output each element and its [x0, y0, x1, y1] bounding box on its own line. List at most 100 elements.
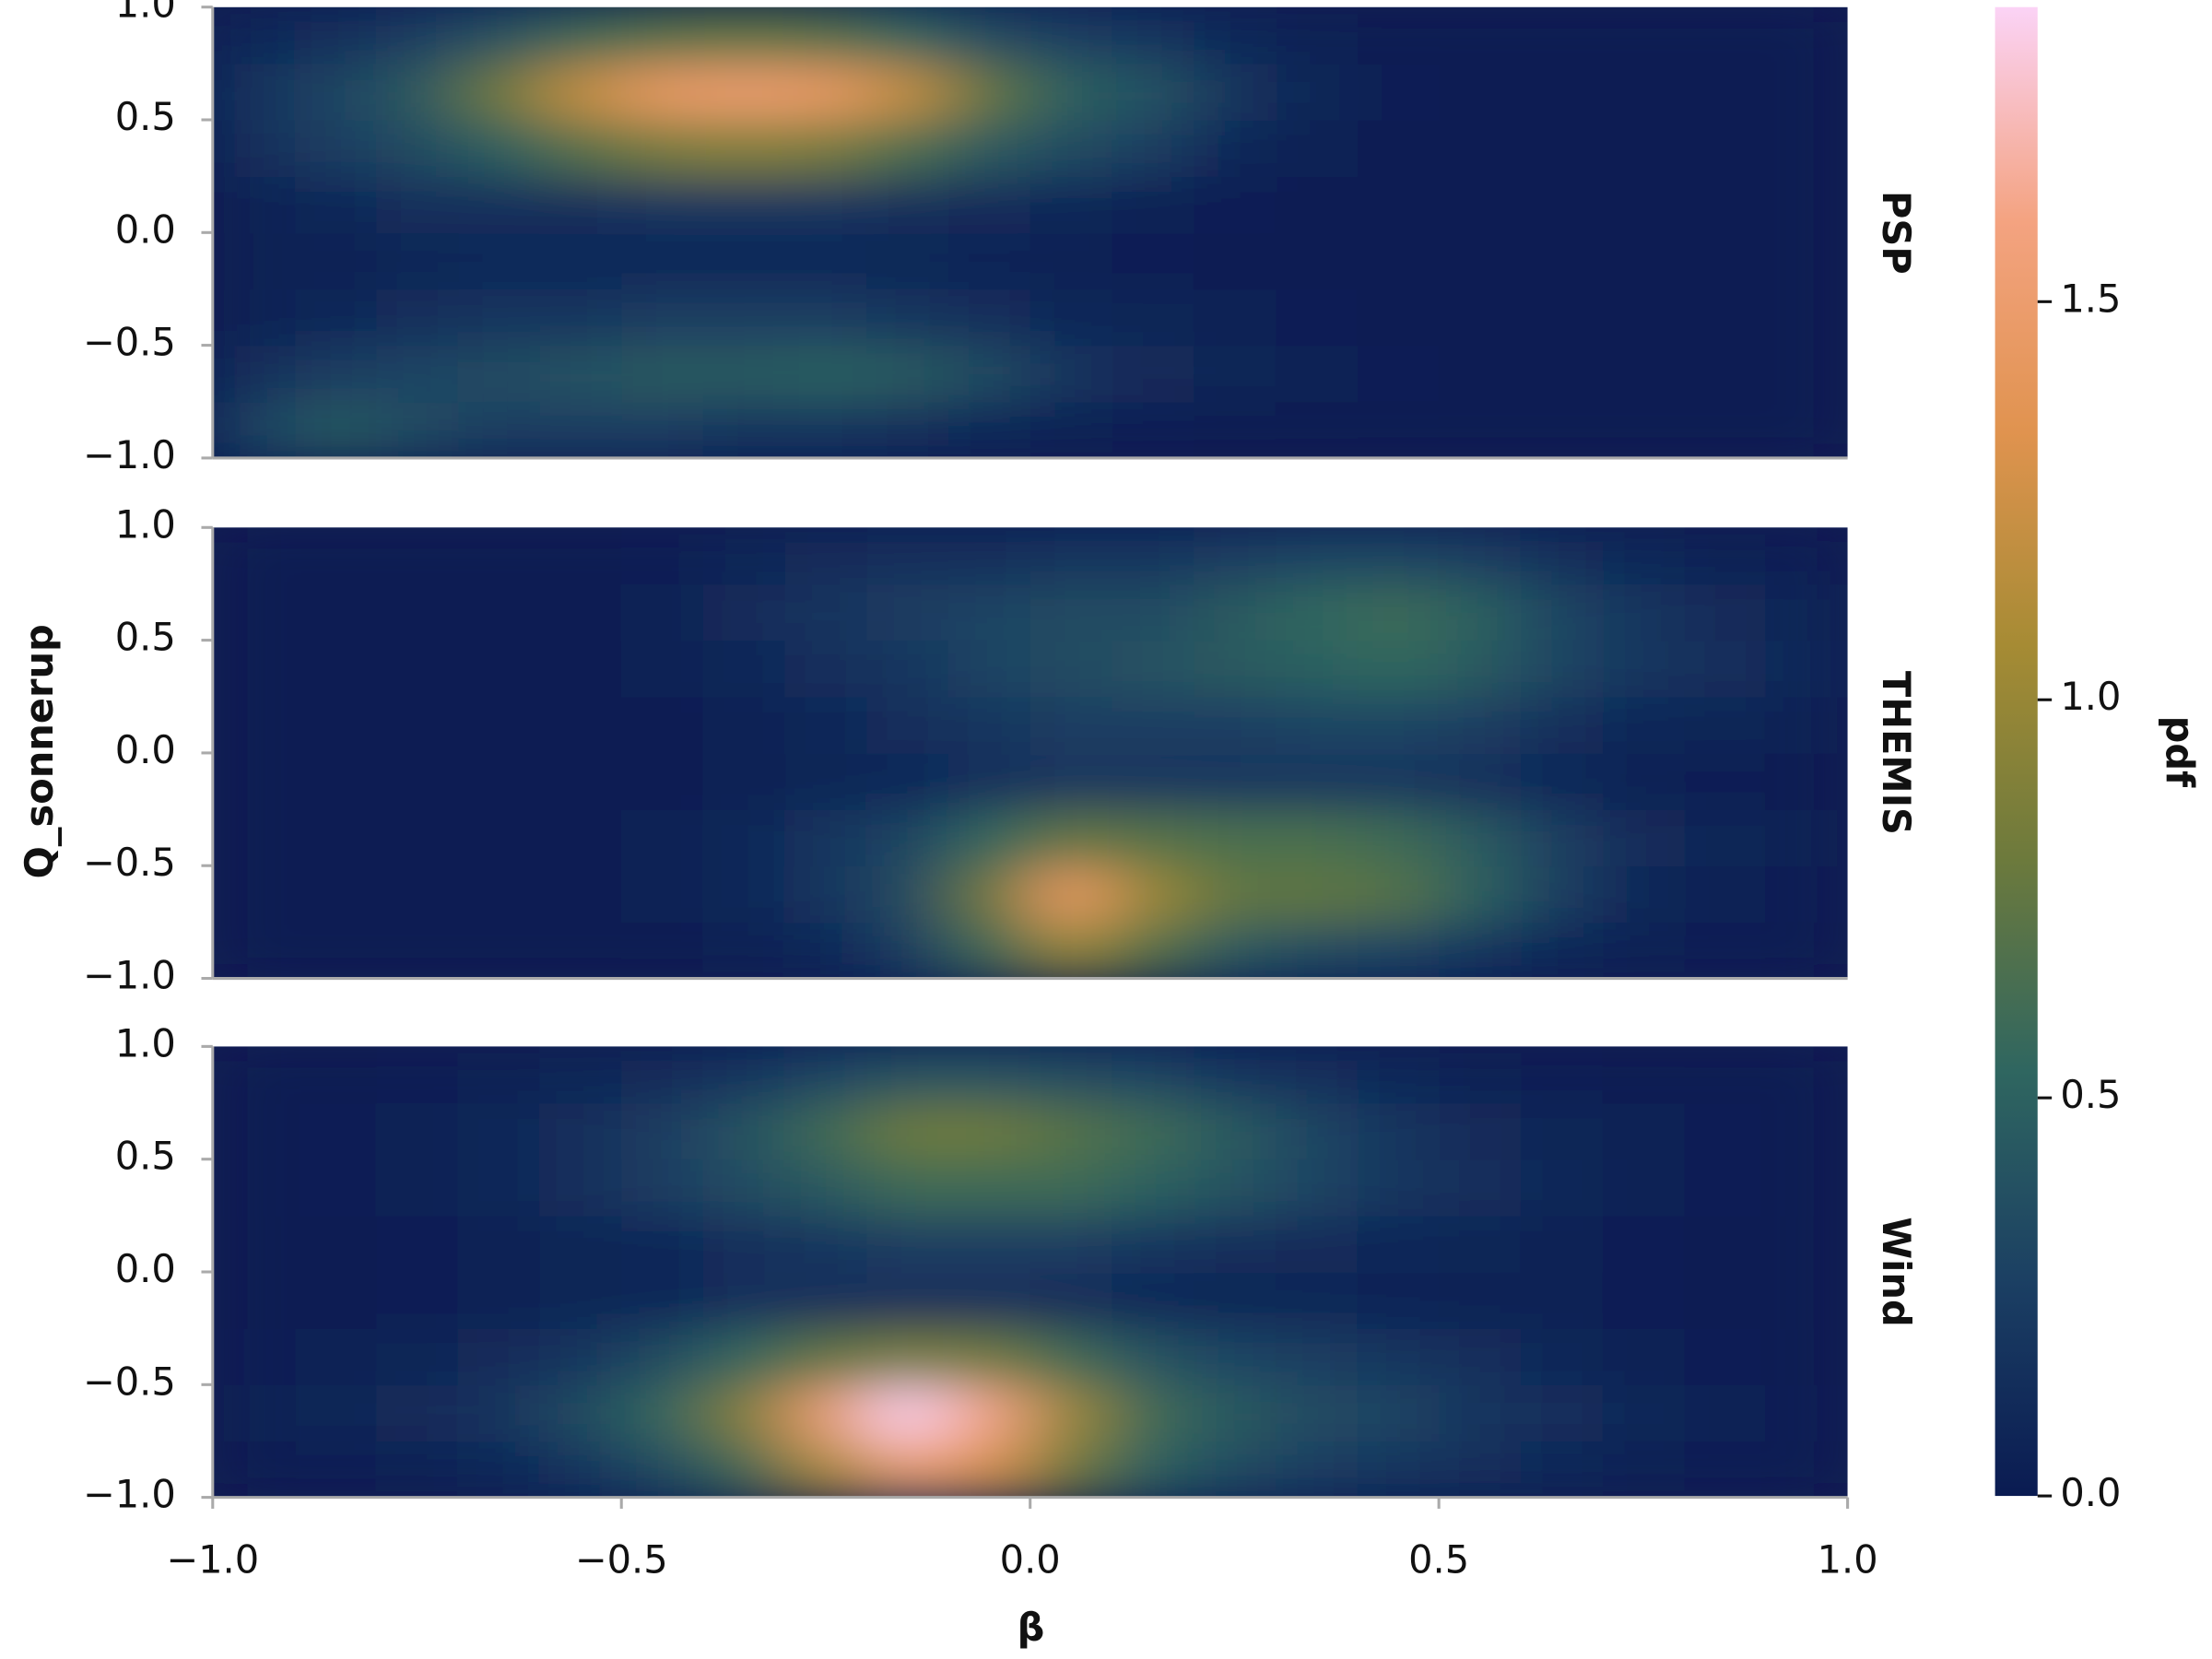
colorbar-label: pdf — [2158, 716, 2203, 788]
heatmap-cell — [1684, 527, 1767, 585]
heatmap-cell — [702, 1046, 786, 1104]
heatmap-cell — [539, 63, 622, 121]
y-tick-label: −1.0 — [83, 1472, 176, 1517]
heatmap-cell — [1194, 922, 1277, 979]
heatmap-cell — [621, 752, 704, 810]
heatmap-cell — [1602, 752, 1686, 810]
heatmap-cell — [702, 696, 786, 754]
heatmap-cell — [1765, 922, 1848, 979]
heatmap-cell — [212, 120, 296, 177]
panel-label: THEMIS — [1874, 671, 1919, 835]
heatmap-cell — [1520, 696, 1604, 754]
heatmap-cell — [1684, 1159, 1767, 1217]
heatmap-cell — [1030, 1272, 1113, 1329]
heatmap-cell — [294, 63, 377, 121]
heatmap-cell — [1030, 345, 1113, 403]
heatmap-cell — [621, 640, 704, 698]
heatmap-cell — [1112, 288, 1194, 347]
heatmap-cell — [1112, 120, 1194, 177]
heatmap-cell — [1765, 345, 1848, 403]
heatmap-cell — [866, 63, 949, 121]
y-tick-label: 0.0 — [115, 1246, 176, 1291]
heatmap-cell — [1275, 1441, 1359, 1498]
heatmap-cell — [784, 752, 868, 810]
heatmap-cell — [1357, 640, 1440, 698]
heatmap-cell — [376, 288, 459, 347]
heatmap-cell — [784, 1272, 868, 1329]
heatmap-cell — [702, 527, 786, 585]
heatmap-cell — [784, 1328, 868, 1386]
heatmap-cell — [948, 6, 1031, 65]
heatmap-panel — [212, 1046, 1848, 1498]
heatmap-cell — [1602, 809, 1686, 866]
heatmap-cell — [1112, 583, 1194, 641]
heatmap-cell — [866, 527, 949, 585]
heatmap-cell — [1275, 120, 1359, 177]
heatmap-cell — [212, 809, 296, 866]
heatmap-cell — [457, 401, 541, 458]
heatmap-cell — [294, 1046, 377, 1104]
heatmap-cell — [1602, 583, 1686, 641]
heatmap-cell — [621, 922, 704, 979]
heatmap-cell — [1684, 1328, 1767, 1386]
heatmap-cell — [784, 865, 868, 924]
heatmap-cell — [784, 640, 868, 698]
heatmap-cell — [1684, 6, 1767, 65]
heatmap-cell — [1194, 527, 1277, 585]
heatmap-cell — [1765, 583, 1848, 641]
heatmap-cell — [1357, 1215, 1440, 1273]
heatmap-cell — [1275, 6, 1359, 65]
heatmap-cell — [1520, 1272, 1604, 1329]
heatmap-cell — [539, 809, 622, 866]
heatmap-cell — [376, 1046, 459, 1104]
heatmap-cell — [1684, 120, 1767, 177]
heatmap-cell — [621, 1272, 704, 1329]
y-tick-label: −0.5 — [83, 840, 176, 885]
heatmap-cell — [1357, 176, 1440, 234]
heatmap-cells — [212, 1046, 1848, 1498]
heatmap-cell — [702, 922, 786, 979]
heatmap-cell — [1765, 1384, 1848, 1442]
heatmap-cell — [1765, 1328, 1848, 1386]
y-tick-label: −1.0 — [83, 953, 176, 998]
heatmap-cell — [784, 401, 868, 458]
heatmap-cell — [1357, 1441, 1440, 1498]
heatmap-cell — [1357, 1328, 1440, 1386]
heatmap-cell — [376, 696, 459, 754]
heatmap-cell — [784, 696, 868, 754]
heatmap-cell — [376, 1384, 459, 1442]
heatmap-cell — [1602, 1159, 1686, 1217]
heatmap-cell — [621, 1384, 704, 1442]
heatmap-cell — [539, 1328, 622, 1386]
heatmap-cell — [1275, 1328, 1359, 1386]
heatmap-cell — [1194, 865, 1277, 924]
heatmap-cell — [948, 865, 1031, 924]
heatmap-cell — [294, 401, 377, 458]
colorbar-tick-label: 1.0 — [2060, 674, 2121, 719]
heatmap-cell — [457, 1159, 541, 1217]
heatmap-cell — [294, 1159, 377, 1217]
heatmap-cell — [1275, 63, 1359, 121]
heatmap-cell — [702, 1441, 786, 1498]
heatmap-cell — [702, 232, 786, 290]
heatmap-cell — [784, 232, 868, 290]
heatmap-cell — [1765, 1102, 1848, 1160]
heatmap-cell — [1684, 232, 1767, 290]
heatmap-cell — [702, 63, 786, 121]
heatmap-cell — [294, 640, 377, 698]
heatmap-cell — [457, 232, 541, 290]
heatmap-cell — [457, 1384, 541, 1442]
heatmap-cell — [1275, 1272, 1359, 1329]
heatmap-cell — [784, 1384, 868, 1442]
heatmap-cell — [702, 345, 786, 403]
heatmap-cell — [1194, 232, 1277, 290]
colorbar-tick-label: 1.5 — [2060, 276, 2121, 321]
heatmap-cell — [784, 1215, 868, 1273]
heatmap-cell — [457, 1046, 541, 1104]
heatmap-cell — [1030, 63, 1113, 121]
heatmap-cell — [1275, 1215, 1359, 1273]
heatmap-cell — [376, 232, 459, 290]
heatmap-cell — [1112, 640, 1194, 698]
heatmap-cell — [621, 6, 704, 65]
heatmap-cell — [1520, 1328, 1604, 1386]
